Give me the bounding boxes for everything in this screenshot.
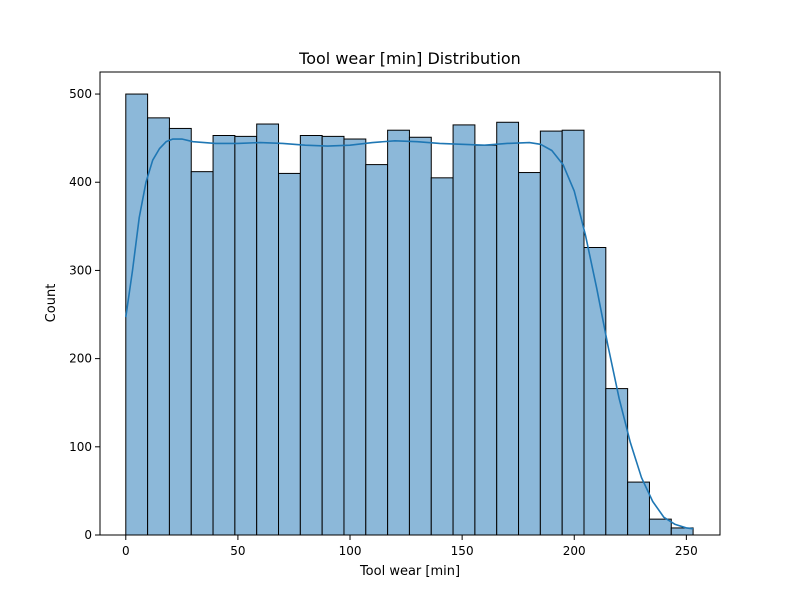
histogram-bar <box>168 127 192 536</box>
bars-layer <box>125 93 694 536</box>
y-tick-label: 400 <box>69 175 92 189</box>
histogram-bar <box>648 518 672 536</box>
y-axis-label: Count <box>44 284 59 323</box>
histogram-bar <box>212 135 236 536</box>
y-axis-ticks: 0 100 200 300 400 500 <box>69 87 100 542</box>
histogram-bar <box>234 135 258 536</box>
x-tick-label: 0 <box>122 544 130 558</box>
histogram-bar <box>190 171 214 536</box>
histogram-bar <box>147 117 170 536</box>
histogram-bar <box>125 93 149 536</box>
y-tick-label: 500 <box>69 87 92 101</box>
y-tick-label: 200 <box>69 352 92 366</box>
x-tick-label: 50 <box>230 544 245 558</box>
x-tick-label: 250 <box>675 544 698 558</box>
histogram-bar <box>321 135 345 536</box>
plot-frame <box>99 71 721 536</box>
histogram-bar <box>496 121 520 536</box>
histogram-bar <box>605 388 629 536</box>
histogram-bar <box>278 172 301 536</box>
histogram-bar <box>387 129 410 536</box>
histogram-bar <box>474 144 498 536</box>
histogram-bar <box>343 138 367 536</box>
y-tick-label: 300 <box>69 263 92 277</box>
histogram-bar <box>408 136 432 536</box>
histogram-bar <box>430 177 454 536</box>
x-axis-ticks: 0 50 100 150 200 250 <box>122 535 698 558</box>
histogram-bar <box>539 130 563 536</box>
histogram-bar <box>583 247 607 536</box>
histogram-bar <box>365 164 389 536</box>
x-axis-label: Tool wear [min] <box>359 564 460 579</box>
histogram-bar <box>452 124 476 536</box>
kde-curve <box>124 138 694 530</box>
x-tick-label: 100 <box>339 544 362 558</box>
histogram-bar <box>627 481 650 536</box>
histogram-bar <box>299 135 323 536</box>
x-tick-label: 200 <box>563 544 586 558</box>
chart-title: Tool wear [min] Distribution <box>298 49 521 68</box>
histogram-bar <box>256 123 280 536</box>
kde-layer <box>124 138 694 530</box>
histogram-bar <box>518 172 541 536</box>
y-tick-label: 0 <box>84 528 92 542</box>
y-tick-label: 100 <box>69 440 92 454</box>
x-tick-label: 150 <box>451 544 474 558</box>
histogram-bar <box>561 129 585 536</box>
